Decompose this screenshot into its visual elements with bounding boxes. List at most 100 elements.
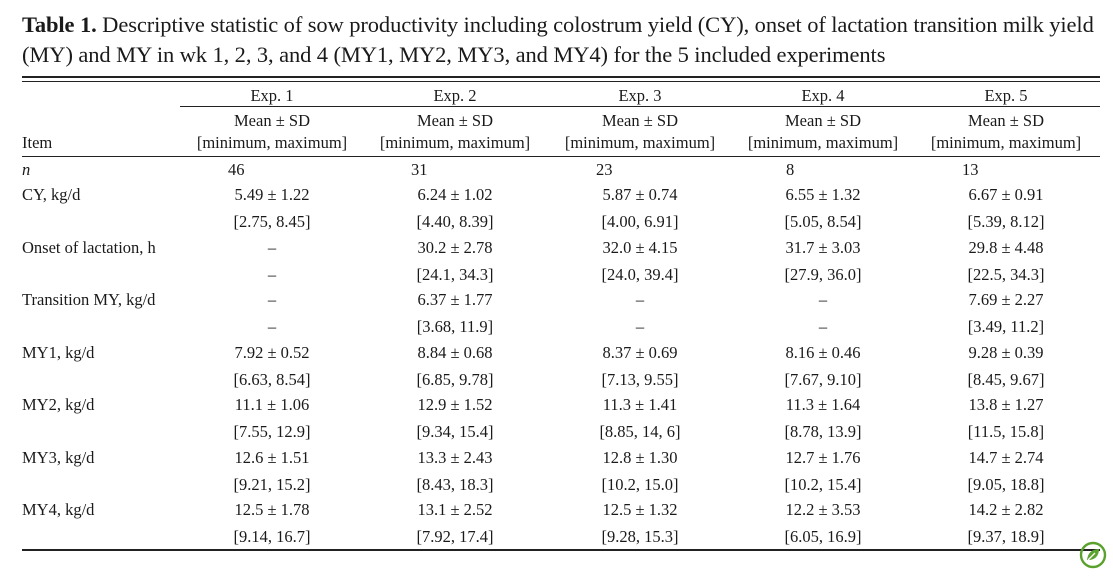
mean-sd-cell: 9.28 ± 0.39 [968, 342, 1044, 362]
mean-sd-cell: – [267, 290, 277, 309]
min-max-cell: [27.9, 36.0] [784, 264, 862, 284]
row-label: CY, kg/d [22, 185, 81, 204]
min-max-cell: [3.68, 11.9] [416, 317, 494, 336]
row-label: Transition MY, kg/d [22, 290, 156, 309]
item-header: Item [22, 133, 53, 152]
min-max-cell: [8.43, 18.3] [416, 474, 494, 494]
min-max-cell: [10.2, 15.0] [601, 474, 679, 494]
min-max-cell: [4.40, 8.39] [416, 212, 494, 231]
min-max-cell: – [635, 317, 645, 336]
leaf-logo-icon [1079, 541, 1107, 569]
mean-sd-cell: 6.67 ± 0.91 [968, 185, 1044, 204]
min-max-cell: [9.14, 16.7] [233, 527, 311, 546]
mean-sd-cell: 30.2 ± 2.78 [417, 237, 493, 257]
mean-sd-cell: 14.7 ± 2.74 [968, 447, 1044, 467]
min-max-cell: [10.2, 15.4] [784, 474, 862, 494]
mean-sd-cell: 12.8 ± 1.30 [602, 447, 678, 467]
min-max-cell: [9.05, 18.8] [967, 474, 1045, 494]
bottom-rule [22, 549, 1100, 551]
mean-sd-cell: 11.3 ± 1.64 [785, 395, 861, 414]
mean-sd-cell: 12.6 ± 1.51 [234, 447, 310, 467]
mean-sd-cell: 12.9 ± 1.52 [417, 395, 493, 414]
min-max-cell: [2.75, 8.45] [233, 212, 311, 231]
min-max-cell: [9.37, 18.9] [967, 527, 1045, 546]
mean-sd-cell: 5.87 ± 0.74 [602, 185, 678, 204]
mean-sd-cell: 13.8 ± 1.27 [968, 395, 1044, 414]
min-max-cell: [8.85, 14, 6] [599, 422, 681, 441]
mean-sd-cell: 12.7 ± 1.76 [785, 447, 861, 467]
min-max-cell: [6.63, 8.54] [233, 369, 311, 389]
mean-sd-cell: 7.69 ± 2.27 [968, 290, 1044, 309]
min-max-cell: – [818, 317, 828, 336]
min-max-cell: [8.45, 9.67] [967, 369, 1045, 389]
n-value: 8 [786, 160, 795, 179]
min-max-cell: [9.28, 15.3] [601, 527, 679, 546]
mean-sd-header: Mean ± SD [417, 111, 493, 130]
min-max-cell: [11.5, 15.8] [967, 422, 1045, 441]
min-max-cell: [24.0, 39.4] [601, 264, 679, 284]
min-max-cell: [22.5, 34.3] [967, 264, 1045, 284]
experiment-header: Exp. 3 [618, 86, 662, 105]
mean-sd-cell: 8.84 ± 0.68 [417, 342, 493, 362]
mean-sd-cell: 12.2 ± 3.53 [785, 500, 861, 519]
n-value: 23 [596, 160, 613, 179]
min-max-cell: [7.67, 9.10] [784, 369, 862, 389]
min-max-cell: [7.55, 12.9] [233, 422, 311, 441]
column-header-rule [22, 156, 1100, 157]
mean-sd-cell: 6.55 ± 1.32 [785, 185, 861, 204]
min-max-cell: [9.21, 15.2] [233, 474, 311, 494]
mean-sd-header: Mean ± SD [234, 111, 310, 130]
mean-sd-cell: 12.5 ± 1.78 [234, 500, 310, 519]
mean-sd-cell: 14.2 ± 2.82 [968, 500, 1044, 519]
n-value: 46 [228, 160, 245, 179]
min-max-header: [minimum, maximum] [196, 133, 348, 152]
row-label: MY3, kg/d [22, 447, 95, 467]
n-value: 31 [411, 160, 428, 179]
min-max-cell: [4.00, 6.91] [601, 212, 679, 231]
row-label: MY2, kg/d [22, 395, 95, 414]
min-max-header: [minimum, maximum] [747, 133, 899, 152]
mean-sd-cell: 11.1 ± 1.06 [234, 395, 310, 414]
experiment-header: Exp. 5 [984, 86, 1028, 105]
mean-sd-cell: – [635, 290, 645, 309]
min-max-cell: [3.49, 11.2] [967, 317, 1045, 336]
mean-sd-header: Mean ± SD [968, 111, 1044, 130]
min-max-cell: [7.13, 9.55] [601, 369, 679, 389]
mean-sd-cell: – [818, 290, 828, 309]
mean-sd-cell: 32.0 ± 4.15 [602, 237, 678, 257]
mean-sd-cell: 31.7 ± 3.03 [785, 237, 861, 257]
mean-sd-cell: – [267, 237, 277, 257]
min-max-cell: [8.78, 13.9] [784, 422, 862, 441]
mean-sd-cell: 29.8 ± 4.48 [968, 237, 1044, 257]
mean-sd-cell: 8.16 ± 0.46 [785, 342, 861, 362]
min-max-cell: [9.34, 15.4] [416, 422, 494, 441]
row-label: MY4, kg/d [22, 500, 95, 519]
min-max-cell: [6.05, 16.9] [784, 527, 862, 546]
experiment-header-rule [180, 106, 1100, 107]
min-max-header: [minimum, maximum] [379, 133, 531, 152]
min-max-cell: – [267, 317, 277, 336]
mean-sd-cell: 11.3 ± 1.41 [602, 395, 678, 414]
row-label: MY1, kg/d [22, 342, 95, 362]
n-label: n [22, 160, 31, 179]
min-max-cell: – [267, 264, 277, 284]
mean-sd-header: Mean ± SD [602, 111, 678, 130]
min-max-header: [minimum, maximum] [930, 133, 1082, 152]
mean-sd-cell: 7.92 ± 0.52 [234, 342, 310, 362]
experiment-header: Exp. 1 [250, 86, 294, 105]
mean-sd-header: Mean ± SD [785, 111, 861, 130]
table-caption: Table 1. Descriptive statistic of sow pr… [22, 10, 1107, 70]
min-max-cell: [24.1, 34.3] [416, 264, 494, 284]
mean-sd-cell: 6.24 ± 1.02 [417, 185, 493, 204]
experiment-header: Exp. 2 [433, 86, 477, 105]
min-max-cell: [5.39, 8.12] [967, 212, 1045, 231]
experiment-header: Exp. 4 [801, 86, 845, 105]
n-value: 13 [962, 160, 979, 179]
mean-sd-cell: 12.5 ± 1.32 [602, 500, 678, 519]
min-max-cell: [5.05, 8.54] [784, 212, 862, 231]
row-label: Onset of lactation, h [22, 237, 156, 257]
top-rule-thin [22, 81, 1100, 82]
mean-sd-cell: 8.37 ± 0.69 [602, 342, 678, 362]
min-max-cell: [6.85, 9.78] [416, 369, 494, 389]
table-label: Table 1. [22, 12, 97, 37]
